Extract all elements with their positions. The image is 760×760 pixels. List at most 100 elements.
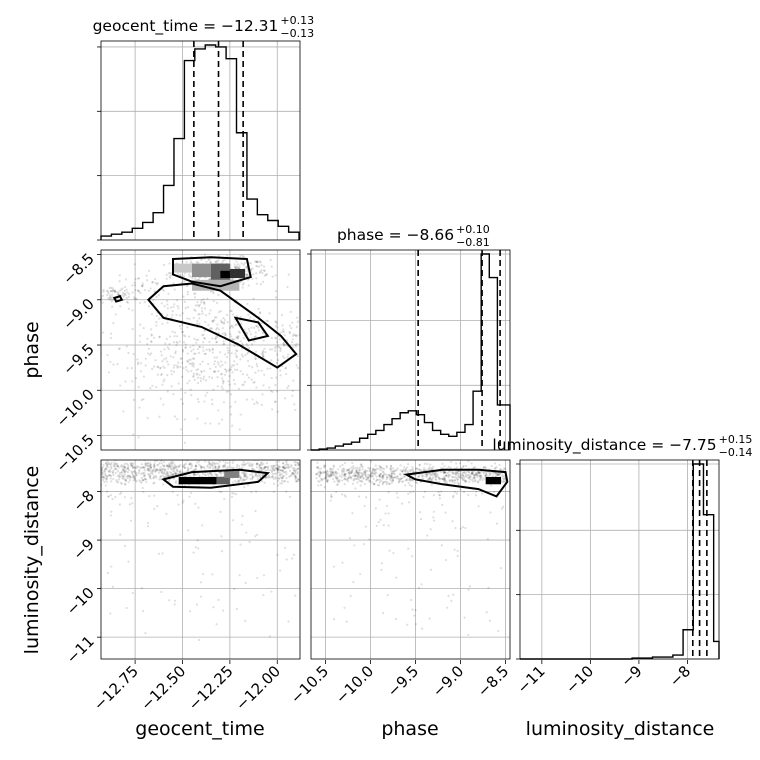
scatter-point: [154, 470, 157, 473]
scatter-point: [216, 326, 219, 330]
scatter-point: [373, 482, 376, 486]
scatter-point: [258, 466, 261, 469]
scatter-point: [144, 357, 147, 360]
scatter-point: [159, 474, 163, 478]
scatter-point: [329, 467, 332, 471]
scatter-point: [284, 343, 287, 347]
scatter-point: [138, 479, 141, 482]
scatter-point: [254, 371, 257, 374]
scatter-point: [136, 358, 139, 361]
scatter-point: [137, 465, 140, 468]
scatter-point: [258, 464, 261, 467]
scatter-point: [117, 348, 121, 351]
scatter-point: [406, 462, 410, 466]
scatter-point: [311, 340, 313, 342]
scatter-point: [171, 490, 174, 494]
scatter-point: [474, 473, 478, 476]
scatter-point: [250, 463, 253, 467]
scatter-point: [357, 478, 361, 481]
scatter-point: [153, 462, 156, 466]
scatter-point: [461, 478, 464, 482]
scatter-point: [415, 481, 418, 485]
scatter-point: [223, 331, 227, 335]
scatter-point: [144, 631, 147, 635]
scatter-point: [198, 351, 201, 354]
scatter-point: [343, 473, 346, 476]
scatter-point: [110, 510, 113, 513]
scatter-point: [143, 301, 146, 304]
scatter-point: [214, 337, 217, 340]
scatter-point: [245, 265, 248, 268]
scatter-point: [235, 356, 238, 359]
scatter-point: [164, 357, 168, 360]
scatter-point: [150, 340, 153, 343]
scatter-point: [409, 479, 412, 482]
scatter-point: [107, 291, 110, 295]
scatter-point: [155, 385, 158, 389]
scatter-point: [232, 460, 235, 462]
scatter-point: [190, 465, 194, 468]
scatter-point: [214, 260, 217, 263]
scatter-point: [371, 481, 374, 484]
scatter-point: [124, 478, 127, 481]
scatter-point: [286, 285, 289, 289]
scatter-point: [396, 467, 399, 470]
scatter-point: [211, 573, 214, 576]
scatter-point: [171, 330, 174, 333]
scatter-point: [143, 478, 147, 481]
scatter-point: [234, 266, 237, 269]
scatter-point: [324, 476, 327, 480]
scatter-point: [284, 367, 287, 370]
scatter-point: [257, 369, 260, 372]
scatter-point: [331, 471, 335, 474]
scatter-point: [390, 476, 394, 480]
scatter-point: [131, 591, 134, 595]
scatter-point: [372, 483, 375, 486]
scatter-point: [432, 519, 436, 522]
scatter-point: [102, 476, 105, 479]
scatter-point: [150, 328, 153, 331]
scatter-point: [192, 473, 195, 477]
scatter-point: [378, 473, 381, 477]
scatter-point: [172, 356, 175, 359]
scatter-point: [344, 352, 346, 354]
scatter-point: [181, 402, 184, 405]
scatter-point: [164, 342, 167, 345]
scatter-point: [348, 467, 351, 470]
scatter-point: [393, 472, 396, 476]
scatter-point: [200, 467, 203, 470]
scatter-point: [460, 470, 463, 473]
scatter-point: [155, 321, 158, 324]
scatter-point: [116, 465, 119, 468]
scatter-point: [241, 343, 245, 347]
scatter-point: [87, 295, 89, 297]
scatter-point: [440, 490, 443, 493]
scatter-point: [243, 463, 246, 466]
scatter-point: [488, 472, 491, 475]
scatter-point: [442, 471, 446, 474]
scatter-point: [374, 468, 377, 471]
scatter-point: [406, 470, 409, 473]
scatter-point: [291, 338, 294, 341]
scatter-point: [239, 254, 242, 257]
scatter-point: [105, 468, 108, 471]
scatter-point: [250, 491, 253, 494]
scatter-point: [235, 260, 238, 263]
scatter-point: [454, 526, 457, 530]
scatter-point: [149, 468, 152, 472]
scatter-point: [343, 606, 346, 609]
density-cell: [191, 263, 211, 278]
scatter-point: [246, 461, 250, 465]
scatter-point: [109, 474, 112, 477]
scatter-point: [216, 361, 220, 364]
scatter-point: [123, 544, 127, 547]
scatter-point: [263, 269, 266, 272]
scatter-point: [126, 366, 129, 370]
scatter-point: [192, 344, 195, 347]
scatter-point: [143, 473, 147, 477]
scatter-point: [190, 393, 193, 397]
scatter-point: [420, 583, 423, 586]
scatter-body: [315, 460, 509, 636]
scatter-point: [283, 467, 286, 470]
scatter-point: [360, 472, 363, 476]
